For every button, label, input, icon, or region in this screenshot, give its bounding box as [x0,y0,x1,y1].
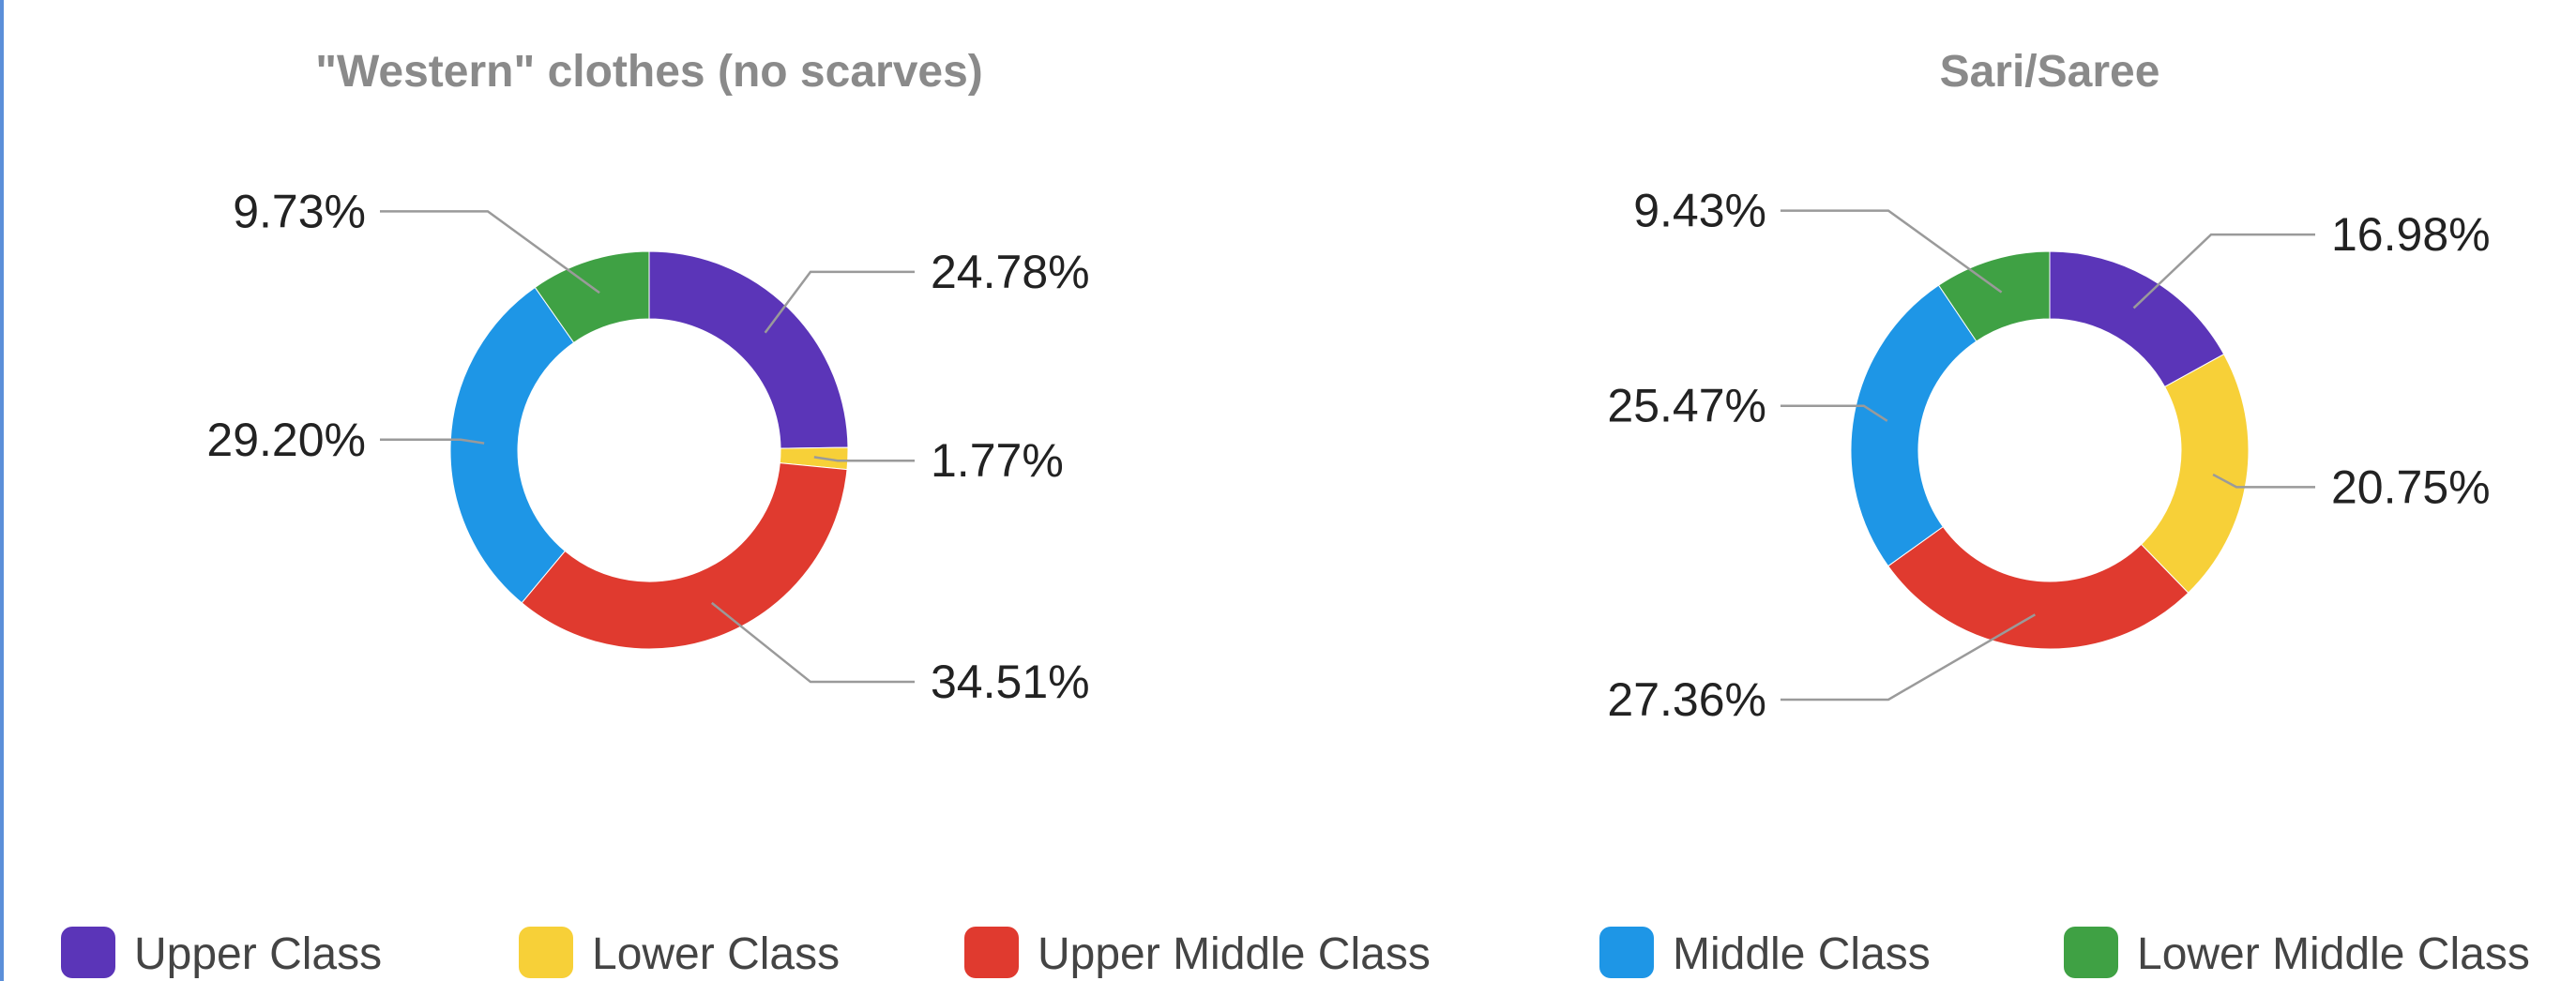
leader-line-middle-class [380,438,485,445]
legend-swatch-upper-middle-class [964,927,1019,978]
leader-line-upper-class [764,270,915,334]
data-label-lower-class: 1.77% [931,434,1064,487]
legend-label-upper-middle-class: Upper Middle Class [1038,929,1431,979]
legend-swatch-lower-middle-class [2064,927,2118,978]
slice-upper-middle-class [521,462,848,650]
leader-line-lower-class [813,456,915,462]
data-label-lower-middle-class: 9.73% [233,185,366,237]
data-label-upper-middle-class: 34.51% [931,656,1090,708]
left-edge-accent [0,0,4,981]
leader-line-upper-class [2132,233,2315,309]
slice-middle-class [1850,284,1977,567]
legend-swatch-upper-class [61,927,115,978]
data-label-upper-class: 16.98% [2331,208,2491,261]
legend-label-lower-middle-class: Lower Middle Class [2137,929,2530,979]
data-label-upper-class: 24.78% [931,246,1090,298]
leader-line-lower-middle-class [1780,209,2003,294]
slice-upper-middle-class [1887,525,2190,650]
slice-middle-class [449,286,575,604]
leader-line-upper-middle-class [710,601,915,684]
legend-label-upper-class: Upper Class [134,929,382,979]
legend-label-middle-class: Middle Class [1673,929,1931,979]
legend-swatch-middle-class [1599,927,1654,978]
donut-chart-western: 24.78% 1.77% 34.51% 9.73% 29.20% [206,185,1089,708]
legend-label-lower-class: Lower Class [592,929,840,979]
data-label-lower-class: 20.75% [2331,460,2491,513]
chart-title-western: "Western" clothes (no scarves) [315,47,983,97]
legend-swatch-lower-class [519,927,573,978]
donut-chart-sari: 16.98% 20.75% 9.43% 25.47% 27.36% [1607,185,2490,726]
leader-line-lower-middle-class [380,210,600,294]
legend: Upper Class Lower Class Upper Middle Class… [61,927,2530,979]
data-label-upper-middle-class: 27.36% [1607,673,1766,726]
leader-line-middle-class [1780,404,1888,422]
chart-title-sari: Sari/Saree [1940,47,2160,97]
data-label-middle-class: 29.20% [206,414,366,466]
data-label-lower-middle-class: 9.43% [1633,185,1766,237]
slice-upper-class [2049,250,2225,388]
slice-lower-class [2140,353,2250,594]
slice-upper-class [648,250,849,449]
leader-line-lower-class [2212,473,2315,489]
data-label-middle-class: 25.47% [1607,380,1766,432]
leader-line-upper-middle-class [1780,613,2036,702]
